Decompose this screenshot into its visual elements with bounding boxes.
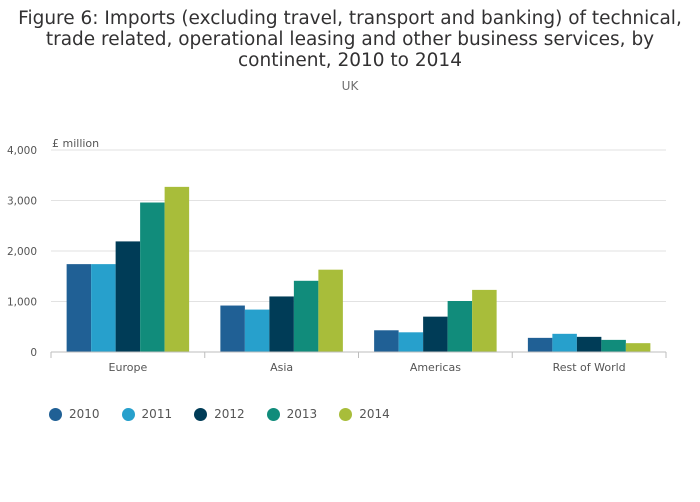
legend-swatch [194,407,208,421]
x-tick-label: Europe [109,361,148,374]
x-tick-label: Rest of World [553,361,626,374]
chart-title-line-3: continent, 2010 to 2014 [238,50,462,71]
legend-item-2011[interactable]: 2011 [121,407,173,421]
y-axis-label: £ million [52,137,99,150]
legend-label: 2012 [214,407,245,421]
bars [66,186,651,352]
legend-label: 2013 [286,407,318,421]
legend-label: 2014 [359,407,390,421]
bar-2010-rest-of-world[interactable] [527,337,553,352]
bar-2011-americas[interactable] [398,332,424,352]
chart-title-line-2: trade related, operational leasing and o… [45,29,655,50]
legend-item-2010[interactable]: 2010 [49,407,100,421]
y-axis-ticks: 0 1,000 2,000 3,000 4,000 [7,145,37,359]
bar-2012-americas[interactable] [423,316,448,352]
legend-item-2013[interactable]: 2013 [266,407,318,421]
chart-title: Figure 6: Imports (excluding travel, tra… [0,8,700,71]
bar-2013-europe[interactable] [140,202,165,352]
y-tick-label: 3,000 [7,196,37,208]
x-axis: Europe Asia Americas Rest of World [50,351,667,374]
bar-2011-asia[interactable] [244,309,270,352]
bar-2012-asia[interactable] [269,296,294,352]
bar-2014-asia[interactable] [318,269,343,352]
bar-2010-asia[interactable] [220,305,245,352]
legend-label: 2011 [141,407,173,421]
legend-item-2014[interactable]: 2014 [339,407,390,421]
bar-2011-europe[interactable] [91,264,116,352]
legend-swatch [266,407,280,421]
bar-2014-europe[interactable] [164,186,190,352]
bar-2010-americas[interactable] [374,330,399,352]
legend-swatch [339,407,353,421]
y-tick-label: 4,000 [7,145,37,157]
chart-subtitle: UK [341,79,359,93]
x-tick-label: Asia [270,361,293,374]
y-tick-label: 1,000 [7,297,37,309]
x-tick-label: Americas [410,361,461,374]
legend-item-2012[interactable]: 2012 [194,407,245,421]
bar-2011-rest-of-world[interactable] [552,333,577,352]
bar-2013-asia[interactable] [293,280,319,352]
y-tick-label: 0 [30,347,37,359]
y-tick-label: 2,000 [7,246,37,258]
bar-2013-rest-of-world[interactable] [601,339,626,352]
bar-2012-europe[interactable] [115,241,141,352]
bar-2012-rest-of-world[interactable] [576,336,602,352]
bar-2013-americas[interactable] [447,300,473,352]
legend-swatch [49,407,62,421]
bar-2014-americas[interactable] [472,289,497,352]
legend-swatch [121,407,135,421]
legend: 2010 2011 2012 2013 2014 [49,407,412,421]
legend-label: 2010 [69,407,100,421]
bar-2014-rest-of-world[interactable] [625,343,651,352]
chart-title-line-1: Figure 6: Imports (excluding travel, tra… [18,8,682,29]
bar-2010-europe[interactable] [66,264,92,352]
